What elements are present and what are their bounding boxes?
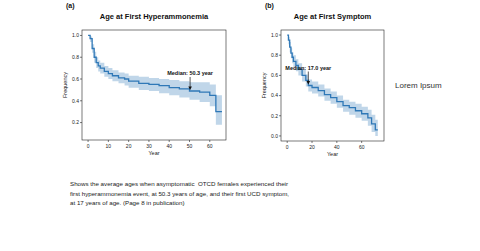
chart-title: Age at First Hyperammonemia (100, 12, 209, 21)
x-tick-label: 50 (187, 143, 193, 149)
y-tick (279, 135, 281, 136)
y-tick (80, 35, 82, 36)
panel-label: (b) (265, 2, 274, 10)
x-tick (336, 141, 337, 143)
survival-line (88, 35, 222, 111)
y-tick-label: 0.8 (271, 52, 278, 58)
plot-area (287, 35, 378, 136)
y-axis-label: Frequency (62, 72, 68, 98)
y-tick-label: 0.6 (271, 72, 278, 78)
y-tick (279, 35, 281, 36)
x-tick (189, 140, 190, 142)
x-tick-label: 10 (106, 143, 112, 149)
caption-line: Shows the average ages when asymptomatic… (70, 180, 288, 187)
chart: (b) Age at First Symptom 0 20 40 60 0.0 0.2 0.4 0… (261, 2, 384, 157)
y-tick-label: 0.4 (271, 92, 278, 98)
x-tick-label: 20 (309, 144, 315, 150)
x-tick-label: 60 (207, 143, 213, 149)
y-tick-label: 0.2 (271, 113, 278, 119)
x-tick (312, 141, 313, 143)
x-tick (88, 140, 89, 142)
y-tick-label: 1.0 (271, 32, 278, 38)
x-tick (209, 140, 210, 142)
x-tick-label: 40 (334, 144, 340, 150)
x-tick-label: 0 (87, 143, 90, 149)
x-axis-label: Year (327, 151, 338, 157)
x-tick (287, 141, 288, 143)
y-tick (80, 57, 82, 58)
x-axis-label: Year (148, 150, 159, 156)
y-tick (80, 100, 82, 101)
caption-line: at 17 years of age. (Page 8 in publicati… (70, 199, 185, 206)
panel-label: (a) (66, 2, 75, 10)
annotation-text: Median: 50.3 year (167, 70, 214, 76)
chart: (a) Age at First Hyperammonemia 0 10 20 30 40 5… (62, 2, 226, 156)
x-tick (148, 140, 149, 142)
x-tick-label: 0 (286, 144, 289, 150)
figure: (a) Age at First Hyperammonemia 0 10 20 30 40 5… (0, 0, 480, 251)
confidence-band (287, 35, 378, 136)
x-tick-label: 40 (166, 143, 172, 149)
y-tick-label: 0.0 (271, 133, 278, 139)
caption-line: first hyperammonemia event, at 50.3 year… (70, 190, 289, 197)
y-tick (279, 115, 281, 116)
y-tick (279, 55, 281, 56)
x-tick-label: 60 (359, 144, 365, 150)
plot-frame (281, 30, 384, 141)
x-tick-label: 30 (146, 143, 152, 149)
x-tick (361, 141, 362, 143)
annotation-arrowhead (188, 86, 192, 90)
annotation-text: Median: 17.0 year (285, 65, 332, 71)
y-axis-label: Frequency (261, 72, 267, 98)
y-tick-label: 0.6 (72, 76, 79, 82)
y-tick-label: 0.4 (72, 98, 79, 104)
annotation-arrow (190, 77, 191, 88)
plot-area (88, 35, 222, 124)
y-tick (279, 95, 281, 96)
y-tick-label: 1.0 (72, 32, 79, 38)
side-text: Lorem Ipsum (395, 81, 442, 90)
confidence-band (88, 35, 222, 124)
chart-title: Age at First Symptom (294, 12, 372, 21)
plot-frame (82, 30, 226, 140)
y-tick (80, 122, 82, 123)
survival-line (287, 35, 378, 130)
annotation-arrowhead (307, 81, 311, 85)
annotation-arrow (308, 72, 309, 83)
y-tick-label: 0.8 (72, 54, 79, 60)
background (0, 0, 480, 251)
x-tick (169, 140, 170, 142)
x-tick-label: 20 (126, 143, 132, 149)
x-tick (128, 140, 129, 142)
y-tick (279, 75, 281, 76)
y-tick (80, 79, 82, 80)
x-tick (108, 140, 109, 142)
y-tick-label: 0.2 (72, 119, 79, 125)
